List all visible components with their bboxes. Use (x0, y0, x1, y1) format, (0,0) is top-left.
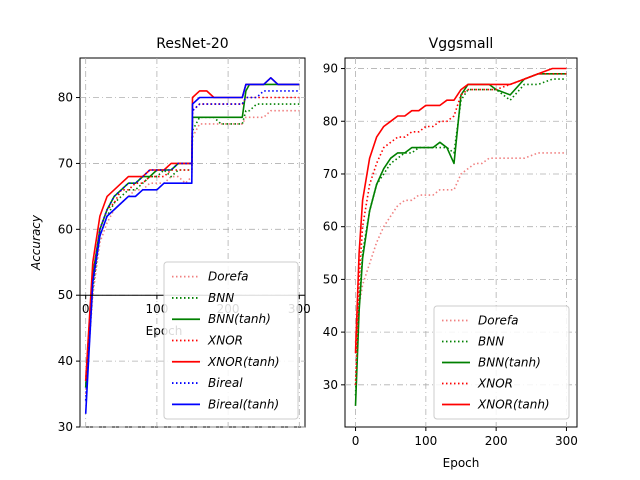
y-axis-label: Accuracy (29, 214, 43, 271)
y-tick-label: 40 (58, 354, 73, 368)
legend-label: XNOR(tanh) (477, 398, 550, 412)
legend-label: Bireal(tanh) (208, 397, 279, 411)
x-tick-label: 0 (352, 434, 360, 448)
x-tick-label: 100 (145, 302, 168, 316)
legend-label: BNN(tanh) (478, 356, 541, 370)
legend-label: XNOR (207, 334, 243, 348)
series-line-bireal (84, 90, 300, 401)
legend-label: XNOR(tanh) (207, 355, 280, 369)
x-tick-label: 0 (82, 302, 90, 316)
legend-label: BNN(tanh) (208, 312, 271, 326)
y-tick-label: 70 (323, 167, 338, 181)
grid (345, 58, 577, 427)
legend-label: BNN (208, 291, 234, 305)
legend-label: Dorefa (208, 270, 248, 284)
y-tick-label: 80 (323, 114, 338, 128)
x-tick-label: 200 (485, 434, 508, 448)
x-tick-label: 100 (414, 434, 437, 448)
series-group (84, 77, 300, 414)
y-tick-label: 30 (323, 378, 338, 392)
series-group (354, 67, 567, 406)
legend-label: Dorefa (478, 314, 518, 328)
chart-title: ResNet-20 (156, 36, 228, 52)
legend-box (163, 261, 299, 420)
y-tick-label: 50 (323, 272, 338, 286)
legend-label: Bireal (208, 376, 243, 390)
y-tick-label: 90 (323, 62, 338, 76)
y-tick-label: 80 (58, 91, 73, 105)
legend-box (433, 305, 570, 420)
axes-frame (344, 57, 578, 428)
y-ticks: 30 40 50 60 70 80 (58, 91, 80, 434)
legend-label: BNN (478, 335, 504, 349)
series-line-xnor-tanh (354, 67, 567, 354)
y-tick-label: 60 (323, 220, 338, 234)
y-tick-label: 60 (58, 222, 73, 236)
axes-frame (79, 57, 306, 428)
series-line-bnn (84, 103, 300, 388)
legend: Dorefa BNN BNN(tanh) XNOR XNOR(tanh) Bireal Bi… (163, 261, 299, 420)
legend: Dorefa BNN BNN(tanh) XNOR XNOR(tanh) (433, 305, 570, 420)
y-tick-label: 70 (58, 156, 73, 170)
y-tick-label: 50 (58, 288, 73, 302)
panel-vggsmall: 30 40 50 60 70 80 90 0 100 200 300 Vggsmall Epoch… (323, 36, 578, 470)
x-axis-label: Epoch (443, 456, 480, 470)
series-line-xnor (354, 73, 567, 385)
x-ticks: 0 100 200 300 (352, 427, 578, 448)
y-ticks: 30 40 50 60 70 80 90 (323, 62, 345, 392)
series-line-dorefa (354, 152, 567, 343)
y-tick-label: 40 (323, 325, 338, 339)
series-line-bnn-tanh (354, 73, 567, 406)
x-tick-label: 300 (555, 434, 578, 448)
series-line-bireal-tanh (84, 77, 300, 414)
y-tick-label: 30 (58, 420, 73, 434)
chart-title: Vggsmall (429, 36, 494, 52)
series-line-xnor (84, 96, 300, 381)
legend-label: XNOR (477, 377, 513, 391)
